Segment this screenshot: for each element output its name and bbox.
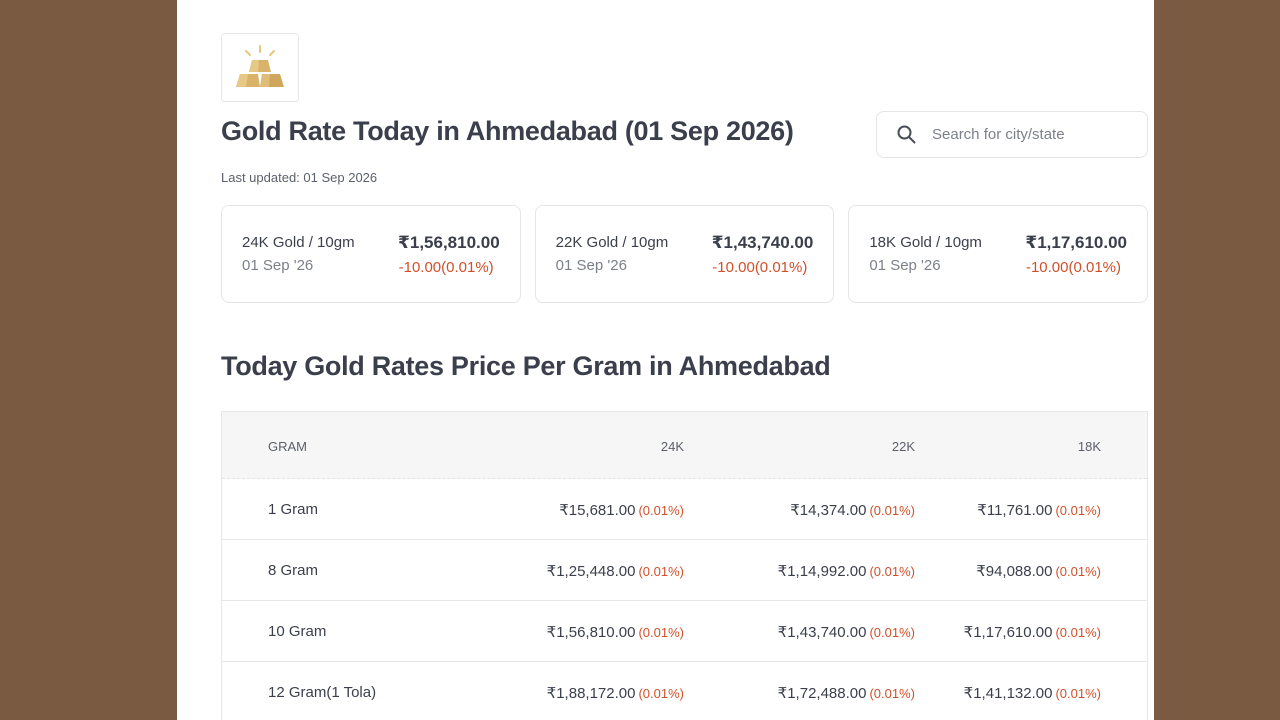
rate-cell-18k: ₹11,761.00 (0.01%) — [977, 501, 1101, 519]
rate-value: ₹14,374.00 — [790, 502, 867, 519]
page-title: Gold Rate Today in Ahmedabad (01 Sep 202… — [221, 116, 794, 146]
rate-change: (0.01%) — [638, 686, 684, 701]
gold-logo — [221, 33, 299, 102]
gram-cell: 10 Gram — [268, 623, 327, 640]
card-price: ₹1,17,610.00 — [1025, 233, 1128, 252]
card-title: 22K Gold / 10gm — [555, 234, 669, 251]
column-header-18k: 18K — [1077, 439, 1101, 454]
rate-change: (0.01%) — [1055, 625, 1101, 640]
rate-value: ₹11,761.00 — [977, 502, 1053, 519]
rate-change: (0.01%) — [869, 625, 915, 640]
rate-cell-24k: ₹15,681.00 (0.01%) — [559, 501, 684, 519]
page-content: Gold Rate Today in Ahmedabad (01 Sep 202… — [177, 0, 1154, 720]
card-date: 01 Sep '26 — [869, 257, 941, 274]
rate-change: (0.01%) — [869, 686, 915, 701]
rate-change: (0.01%) — [1055, 564, 1101, 579]
section-title: Today Gold Rates Price Per Gram in Ahmed… — [221, 351, 831, 381]
rate-cell-24k: ₹1,25,448.00 (0.01%) — [547, 562, 684, 580]
gold-bars-icon — [236, 44, 284, 87]
rate-change: (0.01%) — [638, 503, 684, 518]
rate-value: ₹1,56,810.00 — [546, 624, 636, 641]
rate-change: (0.01%) — [638, 625, 684, 640]
rate-value: ₹94,088.00 — [976, 563, 1053, 580]
table-row: 10 Gram ₹1,56,810.00 (0.01%) ₹1,43,740.00… — [222, 601, 1147, 662]
rate-cell-18k: ₹1,17,610.00 (0.01%) — [964, 623, 1101, 641]
rate-cell-18k: ₹1,41,132.00 (0.01%) — [964, 684, 1101, 702]
rate-cell-22k: ₹14,374.00 (0.01%) — [790, 501, 915, 519]
rate-change: (0.01%) — [869, 564, 915, 579]
card-price: ₹1,43,740.00 — [711, 233, 814, 252]
rate-value: ₹1,14,992.00 — [777, 563, 867, 580]
card-change: -10.00(0.01%) — [398, 259, 494, 276]
column-header-24k: 24K — [660, 439, 684, 454]
rate-change: (0.01%) — [1055, 686, 1101, 701]
rates-table: GRAM 24K 22K 18K 1 Gram ₹15,681.00 (0.01%… — [221, 411, 1148, 720]
table-row: 1 Gram ₹15,681.00 (0.01%) ₹14,374.00 (0.01… — [222, 479, 1147, 540]
search-box[interactable] — [876, 111, 1148, 158]
table-header: GRAM 24K 22K 18K — [222, 412, 1147, 479]
rate-value: ₹1,72,488.00 — [777, 685, 867, 702]
gram-cell: 12 Gram(1 Tola) — [268, 684, 377, 701]
table-row: 8 Gram ₹1,25,448.00 (0.01%) ₹1,14,992.00(… — [222, 540, 1147, 601]
card-change: -10.00(0.01%) — [712, 259, 808, 276]
rate-cards: 24K Gold / 10gm 01 Sep '26 ₹1,56,810.00 … — [221, 205, 1149, 303]
rate-value: ₹1,88,172.00 — [546, 685, 636, 702]
rate-cell-24k: ₹1,88,172.00 (0.01%) — [547, 684, 684, 702]
rate-value: ₹1,43,740.00 — [777, 624, 867, 641]
rate-card-24k[interactable]: 24K Gold / 10gm 01 Sep '26 ₹1,56,810.00 … — [221, 205, 521, 303]
card-date: 01 Sep '26 — [242, 257, 314, 274]
rate-value: ₹1,17,610.00 — [963, 624, 1053, 641]
rate-change: (0.01%) — [1055, 503, 1101, 518]
rate-cell-22k: ₹1,72,488.00 (0.01%) — [778, 684, 915, 702]
card-change: -10.00(0.01%) — [1025, 259, 1122, 276]
card-title: 18K Gold / 10gm — [869, 234, 982, 251]
card-date: 01 Sep '26 — [555, 257, 627, 274]
rate-value: ₹15,681.00 — [559, 502, 636, 519]
rate-card-22k[interactable]: 22K Gold / 10gm 01 Sep '26 ₹1,43,740.00 … — [534, 205, 835, 303]
rate-cell-22k: ₹1,43,740.00 (0.01%) — [778, 623, 915, 641]
column-header-22k: 22K — [891, 439, 915, 454]
column-header-gram: GRAM — [268, 439, 307, 454]
gram-cell: 8 Gram — [268, 562, 319, 579]
rate-cell-22k: ₹1,14,992.00 (0.01%) — [778, 562, 915, 580]
gram-cell: 1 Gram — [268, 501, 319, 518]
rate-card-18k[interactable]: 18K Gold / 10gm 01 Sep '26 ₹1,17,610.00 … — [848, 205, 1149, 303]
last-updated-text: Last updated: 01 Sep 2026 — [221, 170, 378, 185]
rate-value: ₹1,25,448.00 — [546, 563, 636, 580]
rate-value: ₹1,41,132.00 — [963, 685, 1053, 702]
rate-cell-24k: ₹1,56,810.00 (0.01%) — [547, 623, 684, 641]
search-icon — [897, 125, 916, 144]
search-input[interactable] — [932, 126, 1132, 143]
rate-change: (0.01%) — [869, 503, 915, 518]
table-row: 12 Gram(1 Tola) ₹1,88,172.00 (0.01%) ₹1,7… — [222, 662, 1147, 720]
card-title: 24K Gold / 10gm — [242, 234, 355, 251]
rate-change: (0.01%) — [638, 564, 684, 579]
card-price: ₹1,56,810.00 — [398, 233, 500, 252]
rate-cell-18k: ₹94,088.00 (0.01%) — [976, 562, 1101, 580]
